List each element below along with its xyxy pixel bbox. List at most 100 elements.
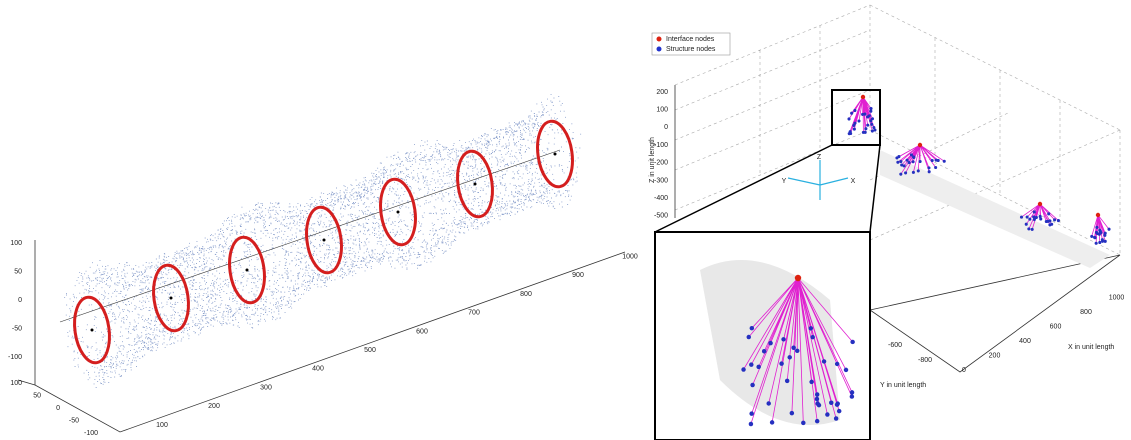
structure-hull	[880, 150, 1110, 268]
structure-node	[749, 411, 754, 416]
interface-node	[1037, 201, 1043, 207]
z-tick-label: -100	[654, 142, 668, 149]
structure-node	[749, 362, 754, 367]
structure-node	[814, 396, 820, 402]
structure-node	[934, 158, 938, 162]
structure-node	[1034, 215, 1038, 219]
center-node	[473, 182, 477, 186]
structure-node	[1032, 215, 1036, 219]
structure-node	[769, 420, 775, 425]
structure-node	[1103, 233, 1107, 237]
structure-node	[784, 378, 790, 384]
structure-node	[902, 164, 906, 168]
structure-node	[1039, 217, 1043, 221]
structure-node	[867, 114, 871, 118]
structure-node	[781, 337, 786, 342]
structure-node	[810, 334, 815, 340]
structure-node	[866, 123, 870, 127]
structure-node	[918, 159, 922, 164]
center-node	[553, 152, 557, 156]
structure-node	[864, 127, 868, 131]
structure-node	[869, 106, 873, 111]
y-tick-label: -50	[69, 417, 79, 424]
structure-node	[794, 348, 800, 354]
grid	[674, 4, 1121, 256]
structure-node	[930, 158, 934, 163]
z-tick-label: -300	[654, 177, 668, 184]
ring	[152, 263, 190, 333]
structure-node	[857, 119, 861, 123]
structure-node	[904, 171, 908, 175]
z-tick-label: 100	[10, 240, 22, 247]
x-tick-label: 900	[572, 272, 584, 279]
center-node	[322, 238, 326, 242]
structure-node	[849, 394, 855, 399]
legend-marker	[656, 36, 662, 42]
structure-node	[942, 159, 946, 163]
structure-node	[1044, 219, 1048, 224]
z-tick-label: 100	[656, 107, 668, 114]
x-tick-label: 200	[989, 352, 1001, 359]
center-node	[90, 328, 94, 332]
structure-node	[850, 111, 854, 115]
z-tick-label: 0	[18, 297, 22, 304]
x-tick-label: 400	[312, 366, 324, 373]
structure-node	[801, 420, 806, 426]
interface-node	[794, 274, 802, 282]
structure-node	[761, 349, 767, 354]
ring	[305, 205, 343, 275]
center-node	[245, 268, 249, 272]
y-tick-label: -800	[918, 357, 932, 364]
triad	[787, 160, 849, 200]
structure-node	[870, 122, 874, 126]
ring	[536, 119, 574, 189]
structure-node	[900, 163, 904, 167]
structure-node	[1048, 219, 1052, 223]
structure-node	[870, 117, 875, 121]
structure-node	[1030, 227, 1034, 231]
z-tick-label: 200	[656, 89, 668, 96]
axes-frame	[17, 379, 36, 386]
structure-node	[835, 401, 840, 406]
structure-node	[834, 361, 840, 367]
structure-node	[825, 412, 830, 417]
structure-node	[848, 130, 852, 134]
structure-node	[836, 408, 842, 414]
y-tick-label: 100	[10, 380, 22, 387]
structure-node	[1053, 218, 1057, 222]
structure-node	[870, 129, 874, 133]
structure-node	[852, 127, 856, 131]
legend-label: Structure nodes	[666, 46, 716, 53]
x-tick-label: 700	[468, 310, 480, 317]
structure-node	[863, 112, 867, 116]
structure-node	[746, 334, 752, 340]
z-tick-label: -100	[8, 354, 22, 361]
structure-node	[912, 155, 916, 159]
zoom-region	[831, 89, 881, 146]
structure-node	[791, 345, 796, 350]
structure-node	[1094, 241, 1098, 245]
structure-node	[1032, 218, 1036, 222]
structure-node	[1107, 227, 1111, 231]
x-tick-label: 300	[260, 384, 272, 391]
ring	[73, 295, 111, 365]
y-tick-label: -100	[84, 430, 98, 437]
triad-label: Z	[817, 154, 822, 161]
structure-node	[896, 160, 900, 164]
structure-node	[1090, 234, 1094, 238]
ring	[228, 235, 266, 305]
structure-node	[749, 325, 755, 331]
axes-frame	[34, 240, 626, 433]
structure-node	[1038, 214, 1042, 219]
structure-node	[853, 108, 857, 112]
structure-node	[849, 390, 855, 395]
x-tick-label: 400	[1019, 338, 1031, 345]
x-tick-label: 800	[520, 291, 532, 298]
x-tick-label: 600	[1050, 323, 1062, 330]
structure-node	[916, 169, 920, 173]
structure-node	[847, 117, 851, 121]
x-tick-label: 1000	[1109, 294, 1125, 301]
axes-frame	[674, 85, 1121, 373]
structure-node	[869, 109, 873, 113]
structure-node	[750, 382, 755, 388]
